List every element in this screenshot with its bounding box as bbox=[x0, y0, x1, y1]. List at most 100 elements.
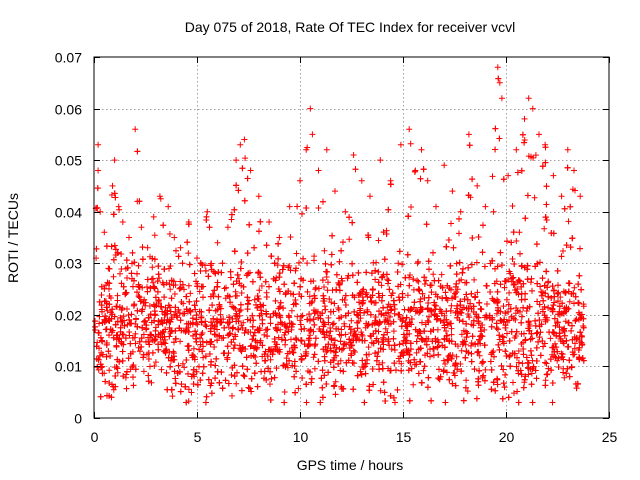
roti-point bbox=[474, 289, 481, 296]
roti-point bbox=[381, 331, 387, 338]
roti-point bbox=[467, 300, 474, 307]
roti-point bbox=[206, 307, 213, 314]
roti-point bbox=[391, 301, 398, 308]
roti-point bbox=[124, 306, 130, 312]
roti-point bbox=[191, 302, 198, 309]
roti-point bbox=[165, 302, 172, 309]
roti-peak-point bbox=[377, 157, 384, 164]
roti-point bbox=[227, 268, 234, 275]
roti-point bbox=[387, 303, 394, 310]
roti-point bbox=[549, 399, 556, 406]
roti-peak-point bbox=[433, 203, 439, 210]
roti-point bbox=[384, 329, 391, 336]
roti-point bbox=[209, 322, 216, 329]
roti-point bbox=[212, 323, 218, 330]
roti-point bbox=[502, 371, 509, 378]
roti-point bbox=[373, 259, 380, 266]
roti-point bbox=[528, 381, 535, 388]
roti-peak-point bbox=[418, 146, 425, 153]
roti-point bbox=[497, 317, 504, 324]
roti-peak-point bbox=[233, 157, 240, 164]
roti-point bbox=[454, 302, 461, 309]
roti-point bbox=[575, 347, 582, 353]
roti-point bbox=[369, 321, 376, 328]
roti-point bbox=[449, 380, 456, 387]
roti-point bbox=[428, 289, 435, 296]
grid-layer bbox=[94, 57, 609, 418]
roti-point bbox=[515, 359, 522, 366]
roti-point bbox=[161, 266, 168, 273]
roti-point bbox=[443, 308, 450, 315]
roti-point bbox=[401, 306, 408, 313]
roti-point bbox=[475, 382, 482, 389]
roti-point bbox=[470, 322, 477, 329]
roti-point bbox=[363, 289, 370, 296]
roti-point bbox=[564, 164, 571, 171]
roti-point bbox=[462, 354, 469, 361]
roti-point bbox=[326, 296, 333, 302]
roti-point bbox=[541, 312, 548, 319]
roti-point bbox=[407, 272, 413, 278]
roti-point bbox=[303, 381, 310, 388]
roti-point bbox=[372, 276, 379, 283]
roti-point bbox=[522, 290, 529, 297]
roti-point bbox=[492, 265, 498, 272]
roti-point bbox=[244, 316, 251, 323]
roti-peak-point bbox=[323, 146, 330, 153]
roti-point bbox=[105, 348, 112, 355]
roti-point bbox=[336, 315, 343, 322]
roti-point bbox=[426, 313, 432, 320]
roti-point bbox=[130, 382, 137, 389]
roti-point bbox=[266, 283, 272, 290]
roti-peak-point bbox=[550, 172, 557, 179]
roti-point bbox=[448, 286, 454, 293]
roti-point bbox=[500, 176, 507, 183]
roti-point bbox=[322, 306, 329, 313]
roti-point bbox=[448, 355, 455, 362]
roti-point bbox=[361, 399, 368, 406]
roti-point bbox=[410, 276, 417, 283]
roti-point bbox=[542, 382, 549, 389]
roti-point bbox=[281, 399, 288, 406]
roti-point bbox=[208, 380, 215, 387]
roti-point bbox=[580, 324, 587, 331]
roti-point bbox=[562, 308, 569, 315]
roti-point bbox=[414, 277, 421, 284]
roti-peak-point bbox=[119, 219, 126, 225]
roti-point bbox=[244, 366, 251, 373]
roti-point bbox=[348, 352, 355, 359]
roti-point bbox=[528, 352, 535, 359]
roti-point bbox=[339, 277, 346, 284]
roti-point bbox=[382, 398, 389, 404]
roti-point bbox=[332, 337, 338, 344]
roti-point bbox=[475, 375, 482, 382]
roti-point bbox=[435, 339, 442, 346]
roti-point bbox=[284, 364, 291, 371]
roti-point bbox=[190, 381, 197, 387]
roti-point bbox=[481, 342, 488, 349]
roti-point bbox=[421, 363, 428, 370]
roti-point bbox=[287, 234, 294, 240]
roti-point bbox=[207, 293, 214, 300]
roti-point bbox=[500, 340, 507, 347]
roti-point bbox=[465, 305, 472, 312]
roti-point bbox=[545, 304, 552, 311]
roti-point bbox=[380, 304, 387, 311]
roti-point bbox=[508, 278, 515, 285]
roti-point bbox=[399, 261, 406, 268]
roti-point bbox=[185, 250, 192, 257]
roti-point bbox=[145, 350, 152, 356]
roti-point bbox=[555, 364, 562, 370]
roti-point bbox=[307, 316, 313, 323]
roti-point bbox=[568, 291, 575, 297]
roti-point bbox=[255, 296, 262, 302]
roti-point bbox=[498, 362, 505, 369]
roti-point bbox=[421, 274, 428, 281]
roti-point bbox=[103, 304, 110, 311]
roti-point bbox=[548, 295, 555, 301]
y-tick-label: 0.03 bbox=[55, 256, 82, 272]
roti-point bbox=[496, 332, 503, 339]
roti-point bbox=[456, 259, 463, 266]
roti-point bbox=[575, 281, 582, 288]
roti-point bbox=[214, 326, 220, 333]
